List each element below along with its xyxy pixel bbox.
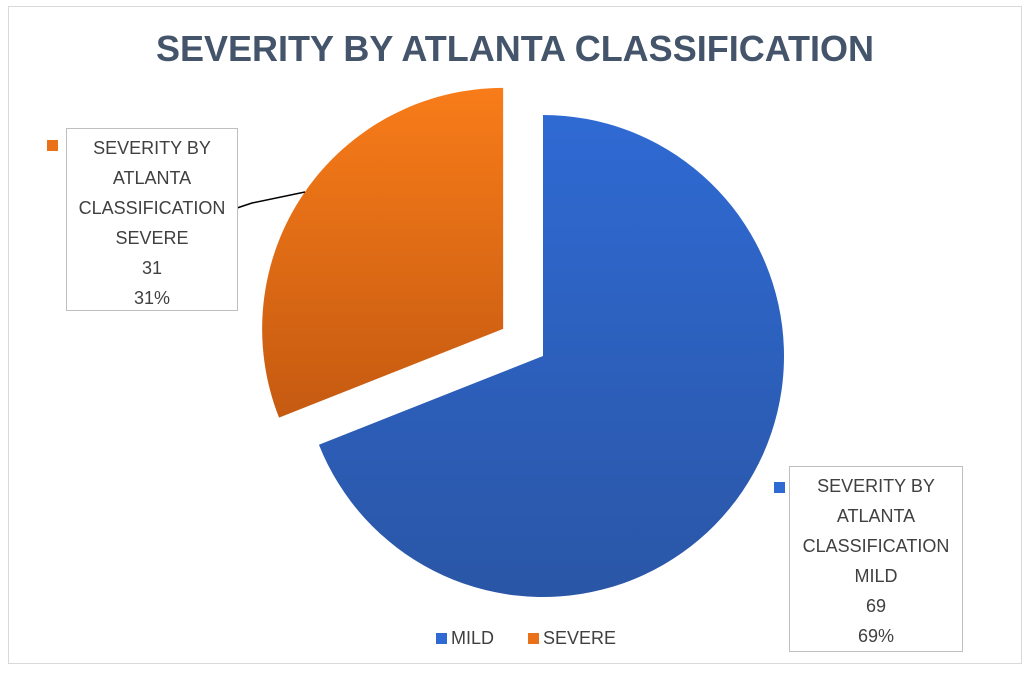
- legend-label: SEVERE: [543, 628, 617, 648]
- chart-title: SEVERITY BY ATLANTA CLASSIFICATION: [155, 28, 875, 69]
- legend-item: MILD: [436, 628, 494, 649]
- legend-swatch: [436, 633, 447, 644]
- label-series: SEVERITY BY ATLANTA CLASSIFICATION: [78, 138, 226, 218]
- label-percent: 69%: [857, 626, 895, 646]
- chart-frame: [8, 6, 1022, 664]
- pie-slice: [318, 115, 784, 598]
- leader-line: [236, 191, 306, 209]
- label-key: [47, 140, 58, 151]
- data-label: SEVERITY BY ATLANTA CLASSIFICATION MILD …: [789, 466, 963, 652]
- label-category: MILD: [854, 566, 898, 586]
- data-label: SEVERITY BY ATLANTA CLASSIFICATION SEVER…: [66, 128, 238, 311]
- label-series: SEVERITY BY ATLANTA CLASSIFICATION: [802, 476, 950, 556]
- label-key: [774, 482, 785, 493]
- label-value: 31: [141, 258, 163, 278]
- pie-slice: [262, 87, 504, 418]
- legend-item: SEVERE: [528, 628, 616, 649]
- label-percent: 31%: [133, 288, 171, 308]
- legend-label: MILD: [451, 628, 495, 648]
- label-value: 69: [865, 596, 887, 616]
- legend-swatch: [528, 633, 539, 644]
- label-category: SEVERE: [115, 228, 189, 248]
